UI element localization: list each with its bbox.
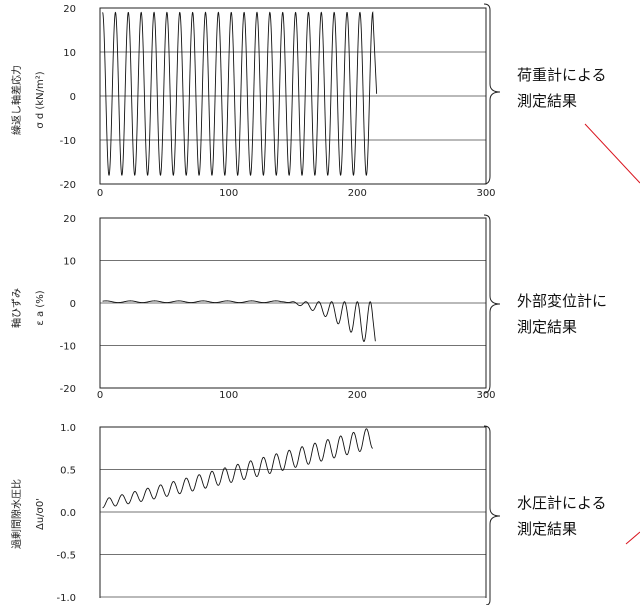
- panel-porepressure-gridlines: [100, 469, 486, 555]
- panel-porepressure-ytick-label: -0.5: [56, 551, 76, 562]
- panel-stress-ytick-label: -10: [60, 136, 76, 147]
- arrow-load-line: [584, 123, 640, 184]
- panel-stress-gridlines: [100, 51, 486, 141]
- panel-strain-ytick-label: -10: [60, 342, 76, 353]
- panel-stress-annotation-2: 測定結果: [517, 92, 577, 110]
- panel-porepressure-ytick-label: 1.0: [60, 423, 76, 434]
- panel-strain-series-line: [102, 300, 376, 342]
- panel-strain-ytick-label: 10: [63, 257, 76, 268]
- panel-porepressure-brace: [483, 425, 501, 605]
- panel-strain-plot-frame: [99, 217, 487, 389]
- panel-porepressure-ytick-label: -1.0: [56, 593, 76, 604]
- panel-strain-brace: [483, 214, 501, 394]
- panel-stress-ylabel-2: σ d (kN/m²): [35, 71, 46, 128]
- panel-strain-annotation-1: 外部変位計に: [517, 292, 607, 310]
- panel-stress-xticks: 0 100 200 300: [97, 188, 496, 199]
- panel-porepressure-yticks: 1.0 0.5 0.0 -0.5 -1.0: [56, 423, 76, 604]
- panel-porepressure-ytick-label: 0.0: [60, 508, 76, 519]
- panel-strain-ylabel-2: ε a (%): [35, 290, 46, 325]
- panel-stress-ytick-label: 0: [70, 92, 76, 103]
- panel-stress-xtick-label: 300: [476, 188, 495, 199]
- panel-strain-yticks: 20 10 0 -10 -20: [60, 214, 76, 395]
- panel-strain-gridlines: [100, 260, 486, 346]
- panel-porepressure-ytick-label: 0.5: [60, 466, 76, 477]
- panel-porepressure-annotation-1: 水圧計による: [517, 494, 607, 512]
- panel-stress-xtick-label: 200: [348, 188, 367, 199]
- panel-strain-xtick-label: 0: [97, 390, 103, 401]
- panel-stress-ytick-label: 20: [63, 4, 76, 15]
- panel-porepressure-annotation-2: 測定結果: [517, 520, 577, 538]
- panel-strain-xticks: 0 100 200 300: [97, 390, 496, 401]
- panel-stress-ytick-label: 10: [63, 48, 76, 59]
- panel-strain-ytick-label: 20: [63, 214, 76, 225]
- panel-strain-ytick-label: 0: [70, 299, 76, 310]
- panel-stress-ylabel-1: 繰返し軸差応力: [10, 65, 23, 135]
- panel-stress-annotation-1: 荷重計による: [517, 66, 607, 84]
- panel-strain-annotation-2: 測定結果: [517, 318, 577, 336]
- panel-stress-yticks: 20 10 0 -10 -20: [60, 4, 76, 191]
- panel-stress-series-line: [102, 11, 378, 176]
- panel-strain-ylabel-1: 軸ひずみ: [10, 288, 23, 328]
- panel-porepressure-ylabel-1: 過剰間隙水圧比: [10, 479, 23, 549]
- panel-porepressure-ylabel-2: Δu/σ0': [35, 498, 46, 530]
- panel-porepressure-plot-frame: [99, 426, 487, 598]
- panel-strain-xtick-label: 100: [219, 390, 238, 401]
- panel-strain-xtick-label: 300: [476, 390, 495, 401]
- panel-stress-brace: [483, 3, 501, 185]
- panel-strain-xtick-label: 200: [348, 390, 367, 401]
- panel-porepressure: 過剰間隙水圧比 Δu/σ0' 1.00.50.0-0.5-1.0 水圧計による …: [10, 423, 607, 605]
- panel-stress-ytick-label: -20: [60, 180, 76, 191]
- panel-stress-xtick-label: 0: [97, 188, 103, 199]
- panel-stress-plot-frame: [99, 7, 487, 185]
- panel-strain-ytick-label: -20: [60, 384, 76, 395]
- arrow-waterpressure-line: [625, 531, 640, 545]
- panel-porepressure-series-line: [102, 428, 373, 509]
- panel-stress-xtick-label: 100: [219, 188, 238, 199]
